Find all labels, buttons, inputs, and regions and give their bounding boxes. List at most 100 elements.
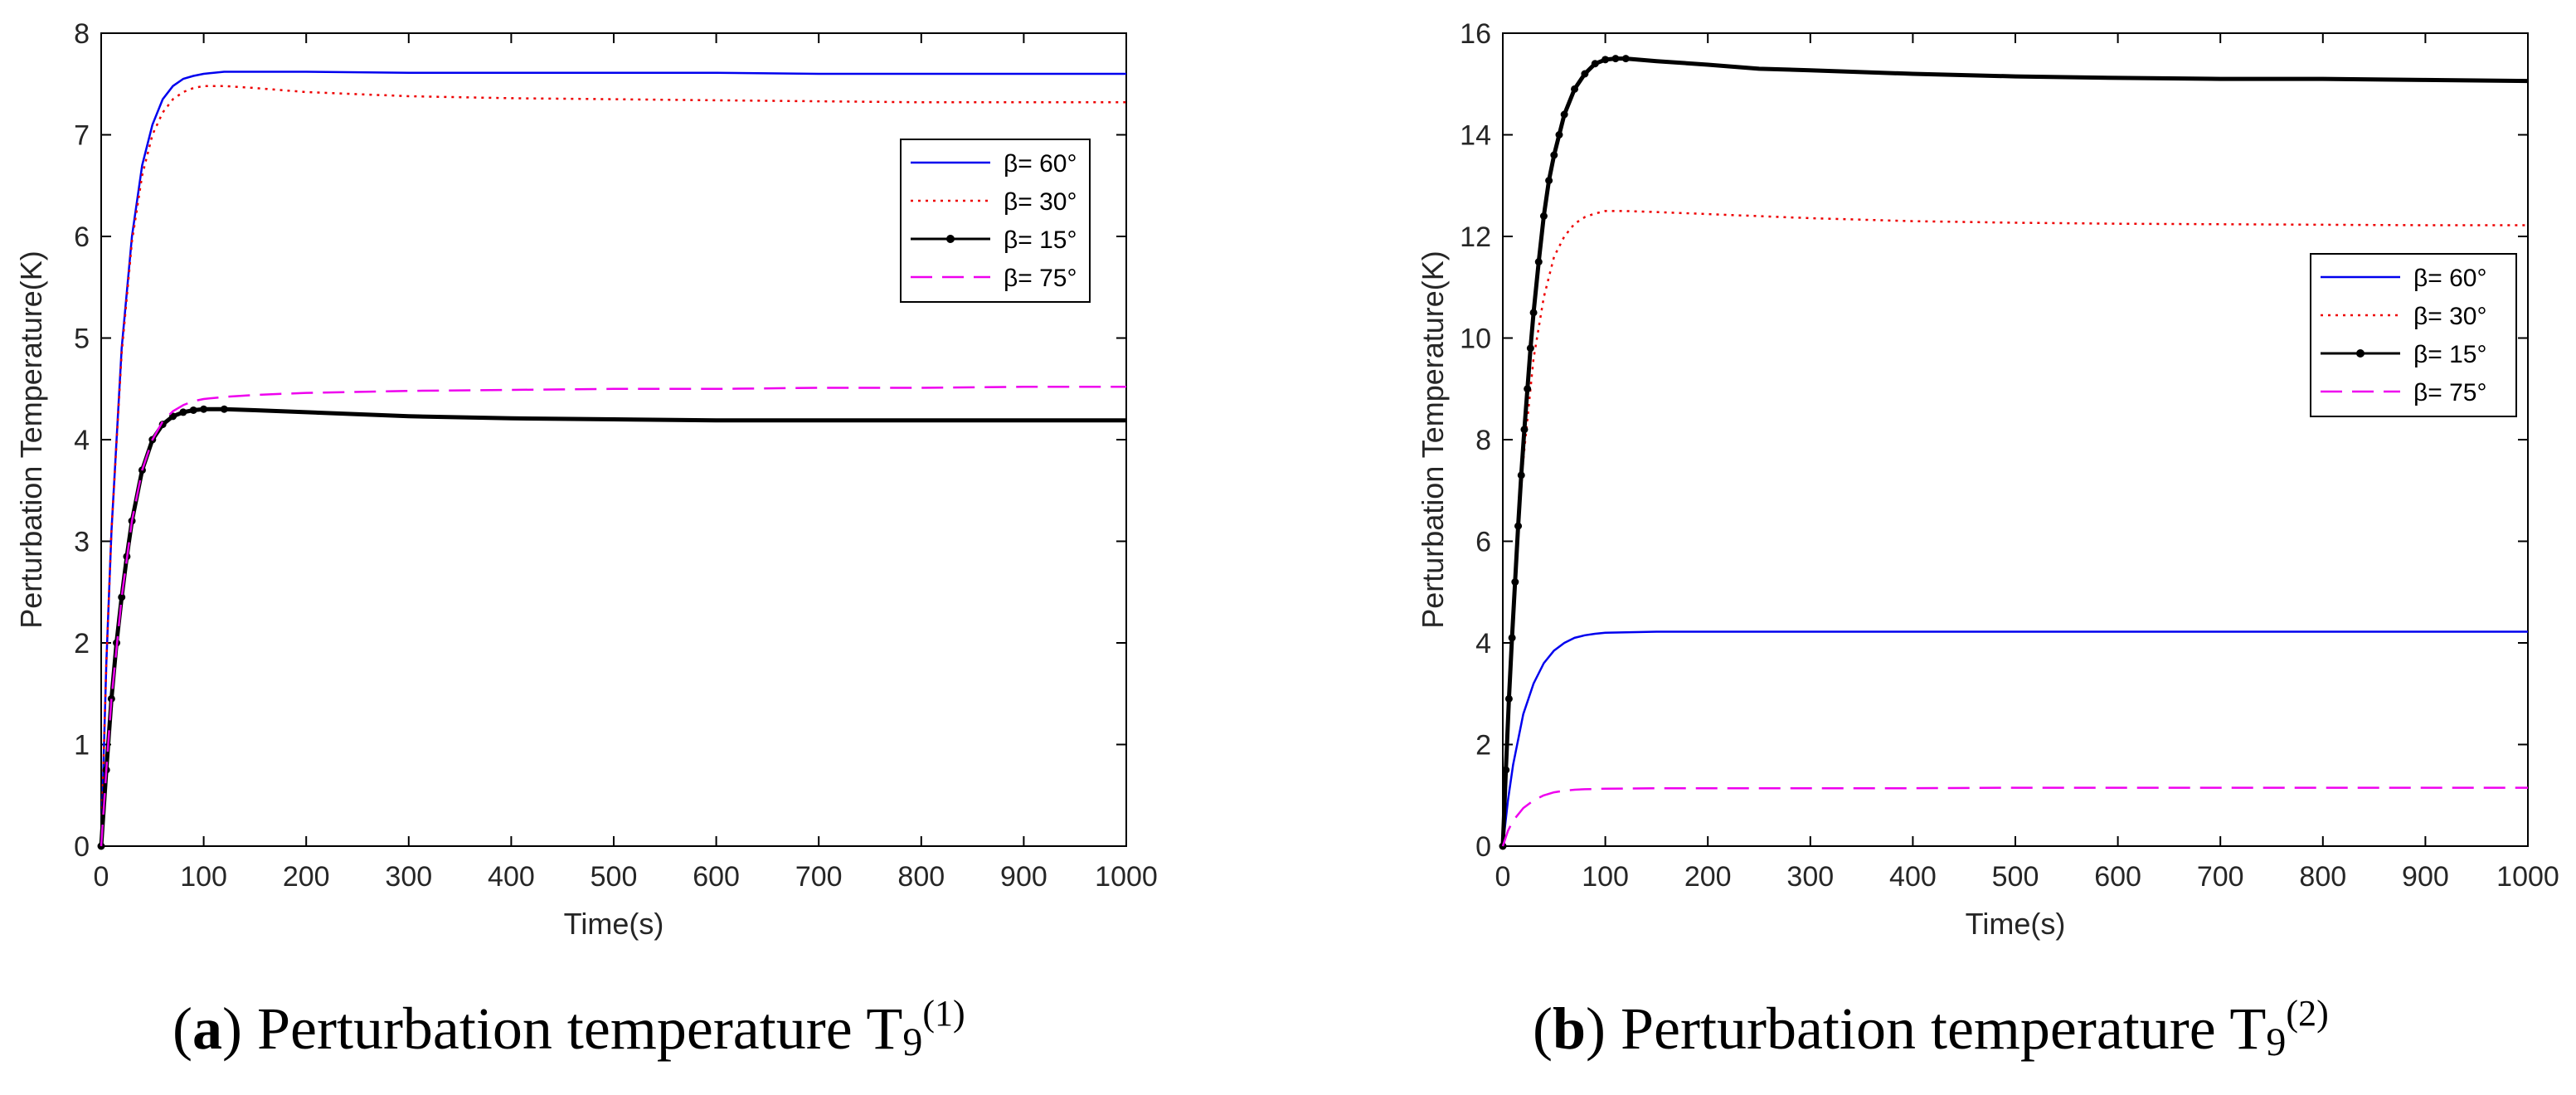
series-line	[1501, 630, 2528, 847]
x-tick-label: 400	[488, 861, 535, 893]
series-point	[1502, 766, 1510, 774]
series-point	[1517, 471, 1525, 479]
legend-label: β= 60°	[1004, 150, 1077, 178]
x-tick-label: 500	[1992, 861, 2039, 893]
chart-panel-a: 0 100 200 300 400 500 600 700 800 900 1000 0 1 2 3 4 5 6 7…	[14, 18, 1158, 941]
legend-box	[900, 139, 1091, 303]
legend-label: β= 75°	[2413, 379, 2486, 406]
series-point	[1555, 131, 1563, 139]
caption-a-subscript: 9	[902, 1020, 923, 1064]
series-point	[107, 694, 115, 703]
x-tick-label: 600	[693, 861, 740, 893]
x-tick-label: 700	[795, 861, 843, 893]
y-tick-label: 1	[74, 730, 90, 762]
y-tick-label: 0	[1475, 831, 1491, 863]
series-point	[1601, 56, 1610, 64]
series-point	[1550, 151, 1558, 159]
series-line	[1501, 786, 2528, 847]
legend-label: β= 15°	[1004, 226, 1077, 254]
series-point	[1508, 634, 1516, 642]
x-tick-label: 600	[2094, 861, 2141, 893]
y-tick-label: 10	[1460, 324, 1491, 355]
series-point	[1591, 60, 1599, 68]
y-axis-label: Perturbation Temperature(K)	[1416, 251, 1450, 629]
series-line	[100, 85, 1126, 847]
y-tick-label: 4	[74, 425, 90, 456]
series-point	[220, 405, 228, 413]
caption-b-text: Perturbation temperature T	[1621, 995, 2267, 1062]
series-point	[1611, 55, 1620, 63]
series-point	[118, 593, 126, 601]
x-tick-label: 300	[385, 861, 432, 893]
x-tick-label: 800	[897, 861, 945, 893]
x-axis-label: Time(s)	[564, 907, 664, 941]
series-line	[100, 71, 1126, 847]
series-point	[1621, 55, 1630, 63]
series-point	[1539, 212, 1548, 220]
series-point	[1560, 110, 1568, 119]
series-line	[1501, 210, 2528, 847]
series-point	[1504, 694, 1513, 703]
x-tick-label: 0	[94, 861, 109, 893]
plot-area-frame	[1502, 32, 2529, 847]
x-tick-label: 800	[2299, 861, 2346, 893]
caption-a: (a) Perturbation temperature T9(1)	[173, 993, 965, 1064]
caption-a-letter: a	[192, 995, 222, 1062]
y-tick-label: 2	[1475, 730, 1491, 762]
caption-b-superscript: (2)	[2286, 993, 2329, 1034]
y-tick-label: 6	[1475, 527, 1491, 558]
y-tick-label: 5	[74, 324, 90, 355]
series-point	[1511, 578, 1519, 586]
legend-label: β= 30°	[2413, 303, 2486, 330]
caption-a-superscript: (1)	[922, 993, 965, 1034]
series-point	[1545, 177, 1553, 185]
y-tick-label: 14	[1460, 120, 1491, 152]
x-axis-label: Time(s)	[1966, 907, 2066, 941]
series-line	[100, 386, 1126, 847]
series-point	[1534, 258, 1543, 266]
legend-box	[2310, 253, 2517, 417]
caption-b-subscript: 9	[2266, 1020, 2287, 1064]
series-point	[1581, 70, 1589, 78]
x-tick-label: 1000	[2496, 861, 2559, 893]
y-tick-label: 12	[1460, 221, 1491, 253]
caption-a-text: Perturbation temperature T	[256, 995, 903, 1062]
y-tick-label: 7	[74, 120, 90, 152]
x-tick-label: 900	[2402, 861, 2449, 893]
chart-panel-b: 0 100 200 300 400 500 600 700 800 900 1000 0 2 4 6 8 10 1…	[1416, 18, 2559, 941]
legend-label: β= 30°	[1004, 188, 1077, 216]
y-tick-label: 0	[74, 831, 90, 863]
x-tick-label: 100	[1582, 861, 1629, 893]
series-point	[1529, 309, 1538, 317]
series-point	[1571, 85, 1579, 93]
y-tick-label: 8	[1475, 425, 1491, 456]
caption-b: (b) Perturbation temperature T9(2)	[1533, 993, 2329, 1064]
series-point	[189, 406, 197, 414]
y-tick-label: 2	[74, 628, 90, 659]
y-tick-label: 4	[1475, 628, 1491, 659]
x-tick-label: 900	[1000, 861, 1047, 893]
x-tick-label: 300	[1786, 861, 1834, 893]
x-tick-label: 0	[1495, 861, 1511, 893]
caption-b-letter: b	[1552, 995, 1587, 1062]
series-point	[1526, 344, 1534, 353]
x-tick-label: 100	[180, 861, 227, 893]
series-line	[99, 406, 1126, 847]
series-line	[1500, 56, 2529, 847]
series-point	[179, 408, 187, 416]
y-axis-label: Perturbation Temperature(K)	[14, 251, 48, 629]
x-tick-label: 500	[591, 861, 638, 893]
y-tick-label: 16	[1460, 18, 1491, 50]
y-tick-label: 6	[74, 221, 90, 253]
y-tick-label: 3	[74, 527, 90, 558]
series-point	[1514, 522, 1523, 530]
series-point	[1524, 385, 1532, 393]
legend-marker	[2356, 349, 2365, 358]
x-tick-label: 1000	[1095, 861, 1158, 893]
x-tick-label: 200	[283, 861, 330, 893]
legend-label: β= 60°	[2413, 265, 2486, 292]
series-point	[200, 405, 208, 413]
x-tick-label: 200	[1684, 861, 1732, 893]
series-point	[1520, 426, 1529, 434]
